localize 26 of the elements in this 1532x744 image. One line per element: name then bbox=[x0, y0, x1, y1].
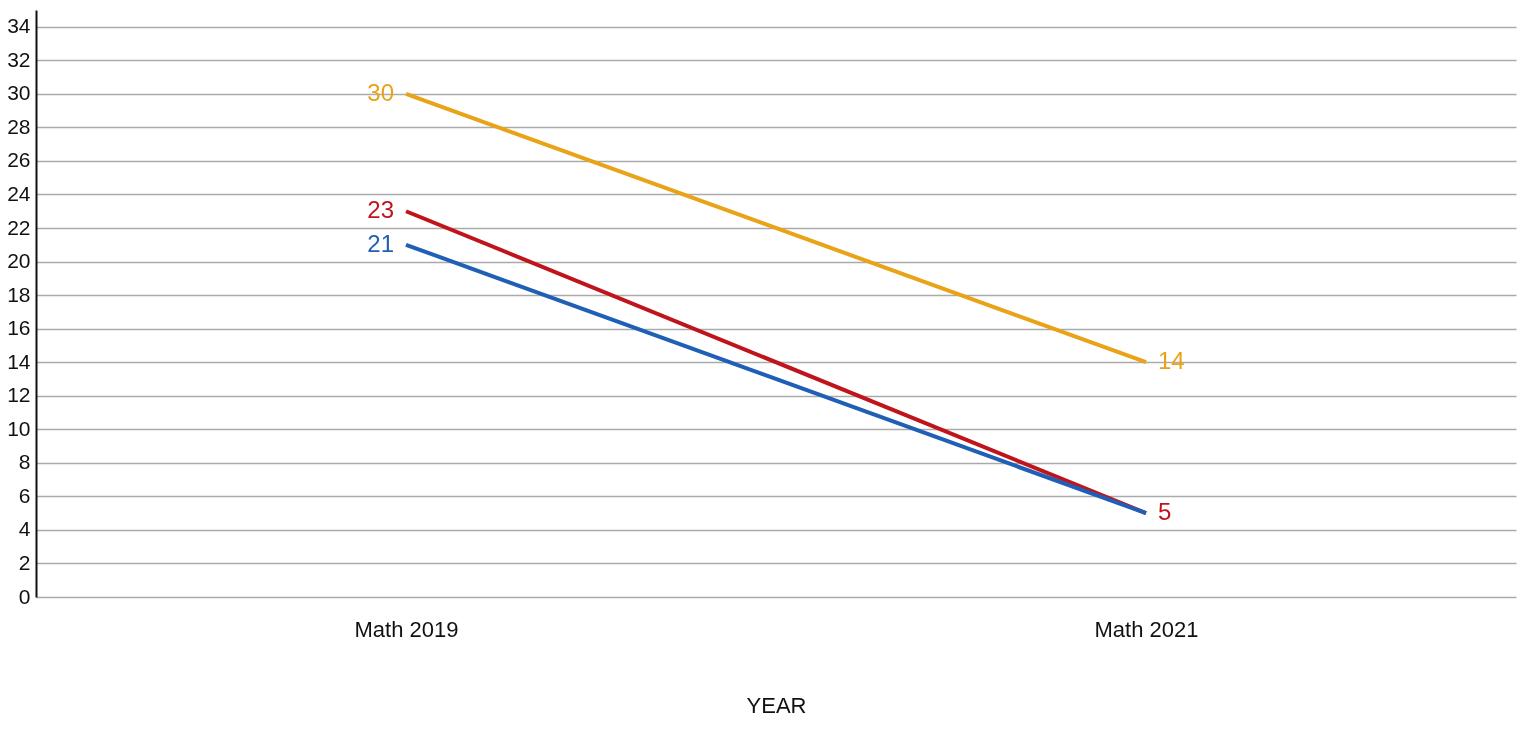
y-tick-label: 2 bbox=[18, 550, 31, 574]
y-tick-label: 34 bbox=[7, 14, 31, 38]
y-tick-label: 30 bbox=[7, 81, 31, 105]
y-tick-label: 26 bbox=[7, 148, 31, 172]
data-label: 30 bbox=[367, 78, 394, 106]
y-tick-label: 8 bbox=[18, 450, 31, 474]
y-tick-label: 20 bbox=[7, 249, 31, 273]
y-tick-label: 22 bbox=[7, 215, 31, 239]
data-label: 23 bbox=[367, 196, 394, 224]
y-tick-label: 6 bbox=[18, 483, 31, 507]
y-tick-label: 24 bbox=[7, 181, 31, 205]
y-tick-label: 14 bbox=[7, 349, 31, 373]
y-tick-label: 28 bbox=[7, 114, 31, 138]
x-axis-title: YEAR bbox=[746, 692, 807, 718]
data-label: 5 bbox=[1158, 498, 1172, 526]
y-tick-label: 16 bbox=[7, 316, 31, 340]
y-tick-label: 10 bbox=[7, 416, 31, 440]
y-tick-label: 0 bbox=[18, 584, 31, 608]
y-tick-label: 18 bbox=[7, 282, 31, 306]
data-label: 14 bbox=[1158, 347, 1185, 375]
x-tick-label: Math 2021 bbox=[1094, 616, 1199, 642]
y-tick-label: 4 bbox=[18, 517, 31, 541]
y-tick-label: 32 bbox=[7, 47, 31, 71]
x-tick-label: Math 2019 bbox=[354, 616, 459, 642]
data-label: 21 bbox=[367, 229, 394, 257]
y-tick-label: 12 bbox=[7, 383, 31, 407]
